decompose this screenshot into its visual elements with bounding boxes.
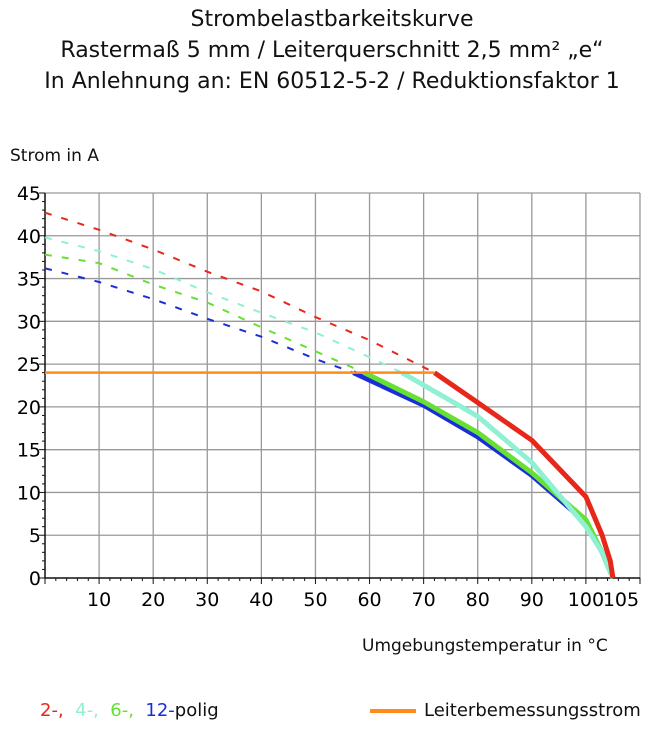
y-axis-label: Strom in A [10,146,99,166]
legend-12: 12- [145,700,175,721]
y-tick-label: 30 [17,311,41,333]
series-12--extrapolated [44,267,354,374]
chart-subtitle-1: Rastermaß 5 mm / Leiterquerschnitt 2,5 m… [60,38,604,63]
x-tick-label: 105 [603,589,639,611]
series-2--line [433,370,616,579]
legend-poles: 2-, 4-, 6-, 12-polig [40,700,219,721]
x-tick-label: 80 [466,589,490,611]
x-tick-label: 40 [249,589,273,611]
x-tick-label: 90 [520,589,544,611]
legend-rated-label: Leiterbemessungsstrom [424,700,641,721]
x-tick-label: 70 [412,589,436,611]
x-tick-label: 10 [87,589,111,611]
y-tick-label: 10 [17,482,41,504]
legend-2: 2-, [40,700,64,721]
y-tick-label: 40 [17,226,41,248]
x-tick-label: 50 [303,589,327,611]
legend-rated-swatch [370,709,416,713]
series-6--line [363,370,616,579]
y-tick-label: 20 [17,397,41,419]
y-tick-label: 5 [29,525,41,547]
y-tick-label: 45 [17,183,41,205]
x-tick-label: 60 [357,589,381,611]
y-tick-label: 15 [17,440,41,462]
x-tick-label: 100 [568,589,604,611]
legend-suffix: polig [174,700,219,721]
series-6--extrapolated [44,253,365,374]
y-tick-label: 35 [17,269,41,291]
x-axis-label: Umgebungstemperatur in °C [362,636,608,656]
series-2--extrapolated [44,211,435,374]
legend-6: 6-, [110,700,134,721]
chart-title: Strombelastbarkeitskurve [190,7,474,32]
y-tick-label: 0 [29,568,41,590]
y-tick-label: 25 [17,354,41,376]
series-4--line [400,370,616,579]
legend-4: 4-, [75,700,99,721]
x-tick-label: 20 [141,589,165,611]
legend-rated: Leiterbemessungsstrom [370,700,641,721]
x-tick-label: 30 [195,589,219,611]
chart-subtitle-2: In Anlehnung an: EN 60512-5-2 / Reduktio… [44,69,620,94]
